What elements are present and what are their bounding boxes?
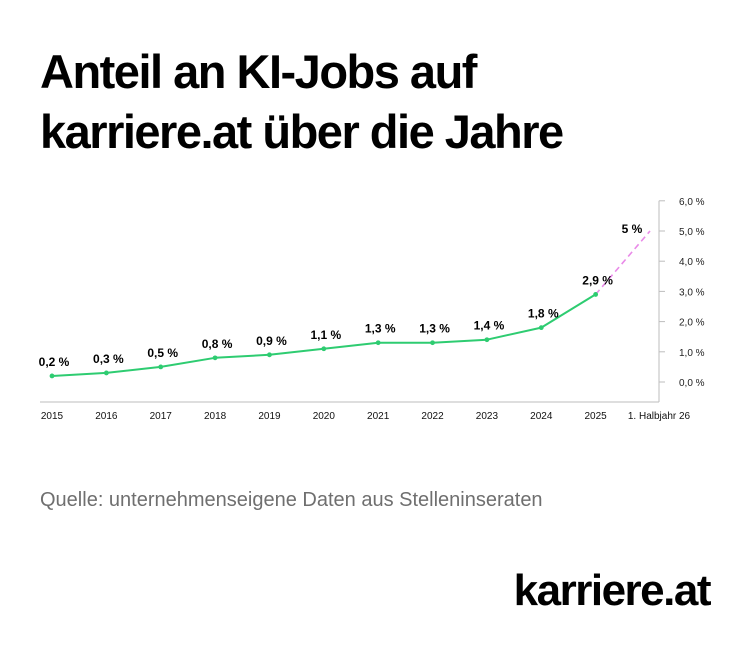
title-line-2: karriere.at über die Jahre bbox=[40, 105, 564, 158]
data-label: 1,3 % bbox=[365, 322, 396, 336]
line-chart: 0,0 % 1,0 % 2,0 % 3,0 % 4,0 % 5,0 % 6,0 % 2015 2… bbox=[39, 197, 705, 422]
x-tick-label: 2019 bbox=[258, 411, 281, 422]
page-title: Anteil an KI-Jobs auf karriere.at über d… bbox=[40, 42, 720, 162]
x-tick-label: 1. Halbjahr 26 bbox=[628, 411, 691, 422]
x-tick-label: 2017 bbox=[150, 411, 173, 422]
data-point bbox=[321, 346, 327, 352]
data-label: 0,3 % bbox=[93, 352, 124, 366]
y-tick-label: 6,0 % bbox=[679, 197, 705, 208]
data-point bbox=[430, 340, 435, 346]
source-note: Quelle: unternehmenseigene Daten aus Ste… bbox=[40, 489, 543, 511]
y-tick-label: 1,0 % bbox=[679, 348, 705, 359]
data-label: 0,9 % bbox=[256, 334, 287, 348]
x-tick-label: 2015 bbox=[41, 411, 64, 422]
data-label: 5 % bbox=[622, 222, 643, 236]
data-point bbox=[593, 292, 599, 297]
data-point bbox=[49, 373, 55, 379]
data-label: 1,1 % bbox=[310, 328, 341, 342]
x-tick-label: 2024 bbox=[530, 411, 553, 422]
data-point bbox=[103, 370, 109, 376]
x-tick-label: 2018 bbox=[204, 411, 227, 422]
karriere-logo: karriere.at bbox=[513, 566, 712, 615]
data-point bbox=[212, 355, 218, 361]
data-label: 0,5 % bbox=[147, 346, 178, 360]
x-tick-label: 2025 bbox=[585, 411, 608, 422]
data-point bbox=[158, 364, 164, 370]
y-tick-label: 3,0 % bbox=[679, 287, 705, 298]
x-tick-label: 2022 bbox=[421, 411, 444, 422]
data-label: 0,2 % bbox=[39, 355, 70, 369]
y-tick-label: 4,0 % bbox=[679, 257, 705, 268]
y-tick-label: 0,0 % bbox=[679, 378, 705, 389]
x-tick-label: 2016 bbox=[95, 411, 118, 422]
projection-line bbox=[595, 230, 651, 295]
data-label: 1,4 % bbox=[474, 319, 505, 333]
data-point bbox=[538, 325, 544, 331]
data-label: 2,9 % bbox=[582, 273, 613, 287]
y-tick-label: 5,0 % bbox=[679, 227, 705, 238]
data-label: 1,8 % bbox=[528, 307, 559, 321]
x-tick-label: 2021 bbox=[367, 411, 390, 422]
x-tick-label: 2023 bbox=[476, 411, 499, 422]
y-tick-label: 2,0 % bbox=[679, 318, 705, 329]
data-label: 1,3 % bbox=[419, 322, 450, 336]
data-point bbox=[375, 340, 381, 346]
data-point bbox=[484, 337, 490, 343]
title-line-1: Anteil an KI-Jobs auf bbox=[40, 45, 477, 98]
data-point bbox=[267, 352, 272, 358]
x-tick-label: 2020 bbox=[313, 411, 336, 422]
data-label: 0,8 % bbox=[202, 337, 233, 351]
